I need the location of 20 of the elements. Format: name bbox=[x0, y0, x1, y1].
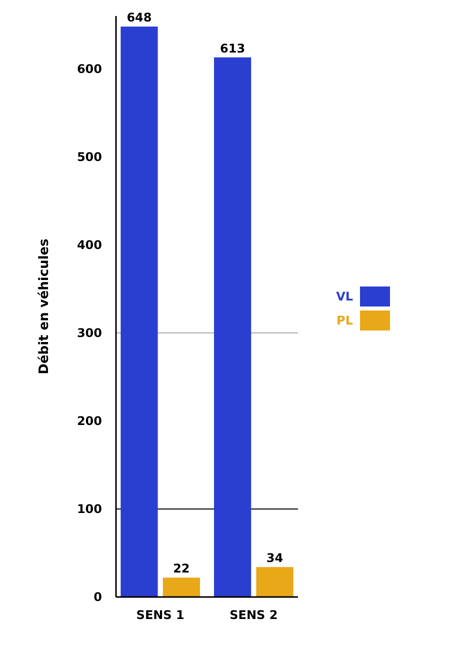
y-tick-label: 600 bbox=[76, 62, 102, 76]
x-tick-label: SENS 1 bbox=[136, 608, 184, 622]
legend-label: PL bbox=[336, 314, 354, 328]
data-label: 34 bbox=[266, 551, 284, 566]
y-tick-label: 100 bbox=[76, 502, 102, 516]
y-tick-label: 400 bbox=[76, 238, 102, 252]
y-tick-label: 200 bbox=[76, 414, 102, 428]
data-label: 613 bbox=[220, 41, 246, 56]
y-tick-label: 300 bbox=[76, 326, 102, 340]
data-label: 22 bbox=[173, 562, 190, 576]
bar bbox=[214, 57, 252, 597]
x-tick-label: SENS 2 bbox=[230, 608, 278, 622]
y-axis-title: Débit en véhicules bbox=[37, 238, 52, 374]
data-label: 648 bbox=[126, 10, 152, 25]
y-tick-label: 0 bbox=[94, 590, 102, 604]
legend-label: VL bbox=[336, 290, 354, 304]
bar bbox=[162, 578, 200, 597]
bar bbox=[256, 567, 294, 597]
bar bbox=[120, 26, 158, 597]
y-tick-label: 500 bbox=[76, 150, 102, 164]
